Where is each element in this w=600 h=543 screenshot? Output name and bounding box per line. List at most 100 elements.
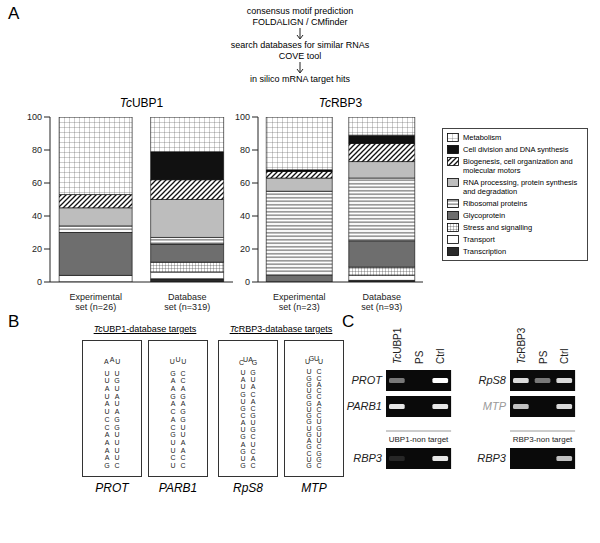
svg-text:G: G [306, 381, 311, 388]
svg-text:A: A [105, 447, 110, 454]
svg-text:U: U [114, 400, 119, 407]
svg-text:100: 100 [235, 112, 250, 122]
svg-text:G: G [104, 462, 109, 469]
svg-text:40: 40 [240, 211, 250, 221]
svg-text:A: A [241, 441, 246, 448]
svg-text:U: U [104, 393, 109, 400]
svg-text:G: G [170, 431, 175, 438]
svg-text:A: A [171, 400, 176, 407]
svg-text:G: G [250, 412, 255, 419]
svg-text:80: 80 [32, 145, 42, 155]
svg-text:A: A [251, 398, 256, 405]
svg-text:U: U [250, 419, 255, 426]
svg-text:MTP: MTP [483, 400, 507, 412]
svg-text:G: G [180, 416, 185, 423]
svg-text:G: G [240, 405, 245, 412]
svg-text:A: A [105, 400, 110, 407]
svg-text:RBP3-non target: RBP3-non target [513, 435, 573, 444]
svg-text:C: C [180, 370, 185, 377]
svg-text:0: 0 [245, 277, 250, 287]
svg-text:G: G [114, 416, 119, 423]
svg-text:G: G [252, 359, 257, 366]
svg-text:C: C [114, 462, 119, 469]
svg-text:PS: PS [414, 350, 425, 364]
svg-text:RpS8: RpS8 [478, 374, 506, 386]
svg-text:C: C [250, 433, 255, 440]
svg-text:G: G [180, 408, 185, 415]
svg-text:PS: PS [538, 350, 549, 364]
svg-text:U: U [114, 439, 119, 446]
svg-text:RBP3: RBP3 [477, 452, 507, 464]
svg-text:G: G [306, 462, 311, 469]
svg-text:G: G [306, 375, 311, 382]
svg-text:G: G [170, 393, 175, 400]
svg-text:A: A [115, 408, 120, 415]
svg-text:A: A [251, 455, 256, 462]
svg-text:C: C [104, 424, 109, 431]
svg-text:G: G [170, 370, 175, 377]
svg-text:C: C [250, 448, 255, 455]
svg-text:G: G [240, 462, 245, 469]
svg-text:U: U [114, 385, 119, 392]
svg-text:20: 20 [240, 244, 250, 254]
svg-text:U: U [175, 356, 180, 363]
svg-text:C: C [250, 405, 255, 412]
svg-text:G: G [180, 393, 185, 400]
svg-text:A: A [181, 400, 186, 407]
svg-text:A: A [181, 447, 186, 454]
svg-text:G: G [250, 369, 255, 376]
svg-text:C: C [316, 462, 321, 469]
svg-text:Ctrl: Ctrl [559, 348, 570, 364]
svg-text:U: U [306, 425, 311, 432]
svg-text:C: C [240, 412, 245, 419]
svg-text:U: U [181, 358, 186, 365]
svg-text:U: U [240, 369, 245, 376]
svg-text:G: G [306, 431, 311, 438]
svg-text:A: A [241, 419, 246, 426]
svg-text:A: A [105, 385, 110, 392]
svg-text:U: U [180, 424, 185, 431]
svg-text:A: A [115, 393, 120, 400]
svg-text:G: G [114, 424, 119, 431]
svg-text:U: U [306, 368, 311, 375]
svg-text:A: A [307, 437, 312, 444]
svg-text:G: G [306, 418, 311, 425]
svg-text:RBP3: RBP3 [353, 452, 383, 464]
svg-text:TcUBP1: TcUBP1 [392, 327, 403, 364]
svg-text:U: U [180, 431, 185, 438]
svg-text:U: U [170, 462, 175, 469]
svg-text:U: U [306, 406, 311, 413]
svg-text:C: C [306, 450, 311, 457]
svg-text:G: G [306, 393, 311, 400]
svg-text:U: U [104, 408, 109, 415]
svg-text:A: A [181, 439, 186, 446]
svg-text:U: U [104, 377, 109, 384]
svg-text:A: A [105, 431, 110, 438]
svg-text:U: U [114, 447, 119, 454]
svg-text:C: C [250, 462, 255, 469]
svg-text:U: U [114, 454, 119, 461]
svg-text:80: 80 [240, 145, 250, 155]
svg-text:20: 20 [32, 244, 42, 254]
svg-text:A: A [110, 356, 115, 363]
svg-text:G: G [306, 412, 311, 419]
svg-text:A: A [181, 385, 186, 392]
svg-text:Experimentalset (n=23): Experimentalset (n=23) [273, 292, 326, 312]
svg-text:A: A [241, 376, 246, 383]
svg-text:G: G [240, 391, 245, 398]
svg-text:G: G [240, 448, 245, 455]
svg-text:Databaseset (n=93): Databaseset (n=93) [361, 292, 402, 312]
svg-text:U: U [104, 370, 109, 377]
svg-text:C: C [180, 454, 185, 461]
svg-text:A: A [171, 377, 176, 384]
svg-text:U: U [115, 358, 120, 365]
svg-text:100: 100 [27, 112, 42, 122]
svg-text:60: 60 [32, 178, 42, 188]
svg-text:U: U [240, 383, 245, 390]
svg-text:U: U [170, 439, 175, 446]
svg-text:U: U [114, 431, 119, 438]
svg-text:40: 40 [32, 211, 42, 221]
svg-text:G: G [250, 426, 255, 433]
svg-text:0: 0 [37, 277, 42, 287]
svg-text:U: U [240, 426, 245, 433]
